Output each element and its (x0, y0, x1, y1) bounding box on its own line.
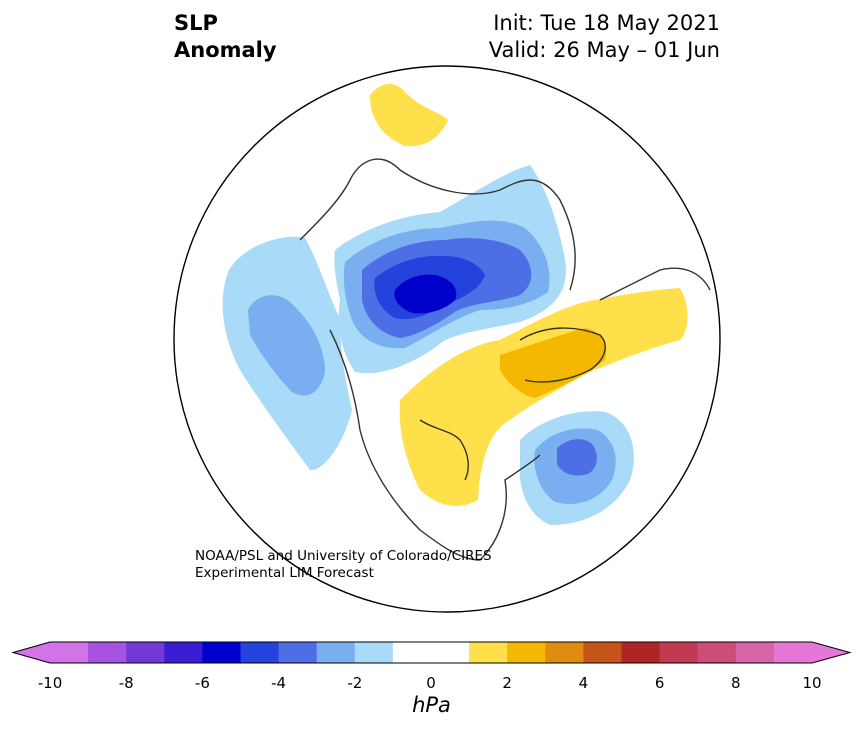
colorbar-cell (392, 642, 432, 663)
colorbar: -10 -8 -6 -4 -2 0 2 4 6 8 10 (11, 641, 852, 692)
colorbar-cell (88, 642, 127, 663)
colorbar-cell (202, 642, 241, 663)
colorbar-cell (431, 642, 470, 663)
colorbar-unit-label: hPa (412, 693, 451, 717)
credit-text: NOAA/PSL and University of Colorado/CIRE… (195, 548, 492, 582)
colorbar-cell (507, 642, 546, 663)
colorbar-cell (659, 642, 699, 663)
colorbar-tick-label: 2 (502, 674, 512, 692)
globe-outline (173, 65, 721, 613)
colorbar-cells (11, 641, 852, 664)
hudson-bay-coast (419, 419, 469, 481)
colorbar-cell (697, 642, 737, 663)
map-title: SLP Anomaly (174, 10, 277, 64)
europe-high (370, 84, 448, 147)
colorbar-cell (545, 642, 584, 663)
date-info: Init: Tue 18 May 2021 Valid: 26 May – 01… (489, 10, 720, 64)
colorbar-tick-label: 6 (655, 674, 665, 692)
colorbar-extend-min (13, 642, 50, 663)
atlantic-low-core (557, 439, 597, 476)
colorbar-cell (469, 642, 508, 663)
colorbar-cell (164, 642, 203, 663)
title-line-2: Anomaly (174, 38, 277, 62)
greenland-coast (519, 327, 606, 383)
colorbar-cell (278, 642, 318, 663)
polar-map (173, 65, 721, 613)
colorbar-cell (621, 642, 661, 663)
arctic-low-core (394, 274, 457, 314)
canada-high-outer (399, 288, 688, 506)
anomaly-fields (222, 84, 688, 525)
colorbar-cell (735, 642, 775, 663)
colorbar-tick-label: -2 (347, 674, 362, 692)
colorbar-tick-label: 0 (426, 674, 436, 692)
colorbar-cell (126, 642, 165, 663)
colorbar-cell (354, 642, 394, 663)
colorbar-tick-label: -10 (38, 674, 63, 692)
north-america-coast (329, 329, 541, 561)
colorbar-tick-label: 4 (579, 674, 589, 692)
colorbar-tick-label: 8 (731, 674, 741, 692)
colorbar-extend-max (812, 642, 850, 663)
pacific-low-inner (248, 295, 325, 396)
title-line-1: SLP (174, 11, 218, 35)
colorbar-tick-label: -6 (195, 674, 210, 692)
colorbar-cell (583, 642, 622, 663)
colorbar-cell (240, 642, 280, 663)
credit-line-1: NOAA/PSL and University of Colorado/CIRE… (195, 548, 492, 564)
colorbar-cell (316, 642, 356, 663)
colorbar-outline (11, 641, 852, 664)
credit-line-2: Experimental LIM Forecast (195, 565, 374, 581)
colorbar-cell (773, 642, 813, 663)
colorbar-tick-label: -4 (271, 674, 286, 692)
init-date: Init: Tue 18 May 2021 (493, 11, 720, 35)
coastlines (299, 158, 711, 561)
colorbar-tick-label: 10 (802, 674, 821, 692)
europe-coast (599, 267, 711, 301)
colorbar-cell (50, 642, 89, 663)
eurasia-coast (299, 158, 576, 291)
colorbar-tick-label: -8 (119, 674, 134, 692)
colorbar-ticks: -10 -8 -6 -4 -2 0 2 4 6 8 10 (38, 674, 822, 692)
valid-range: Valid: 26 May – 01 Jun (488, 38, 720, 62)
